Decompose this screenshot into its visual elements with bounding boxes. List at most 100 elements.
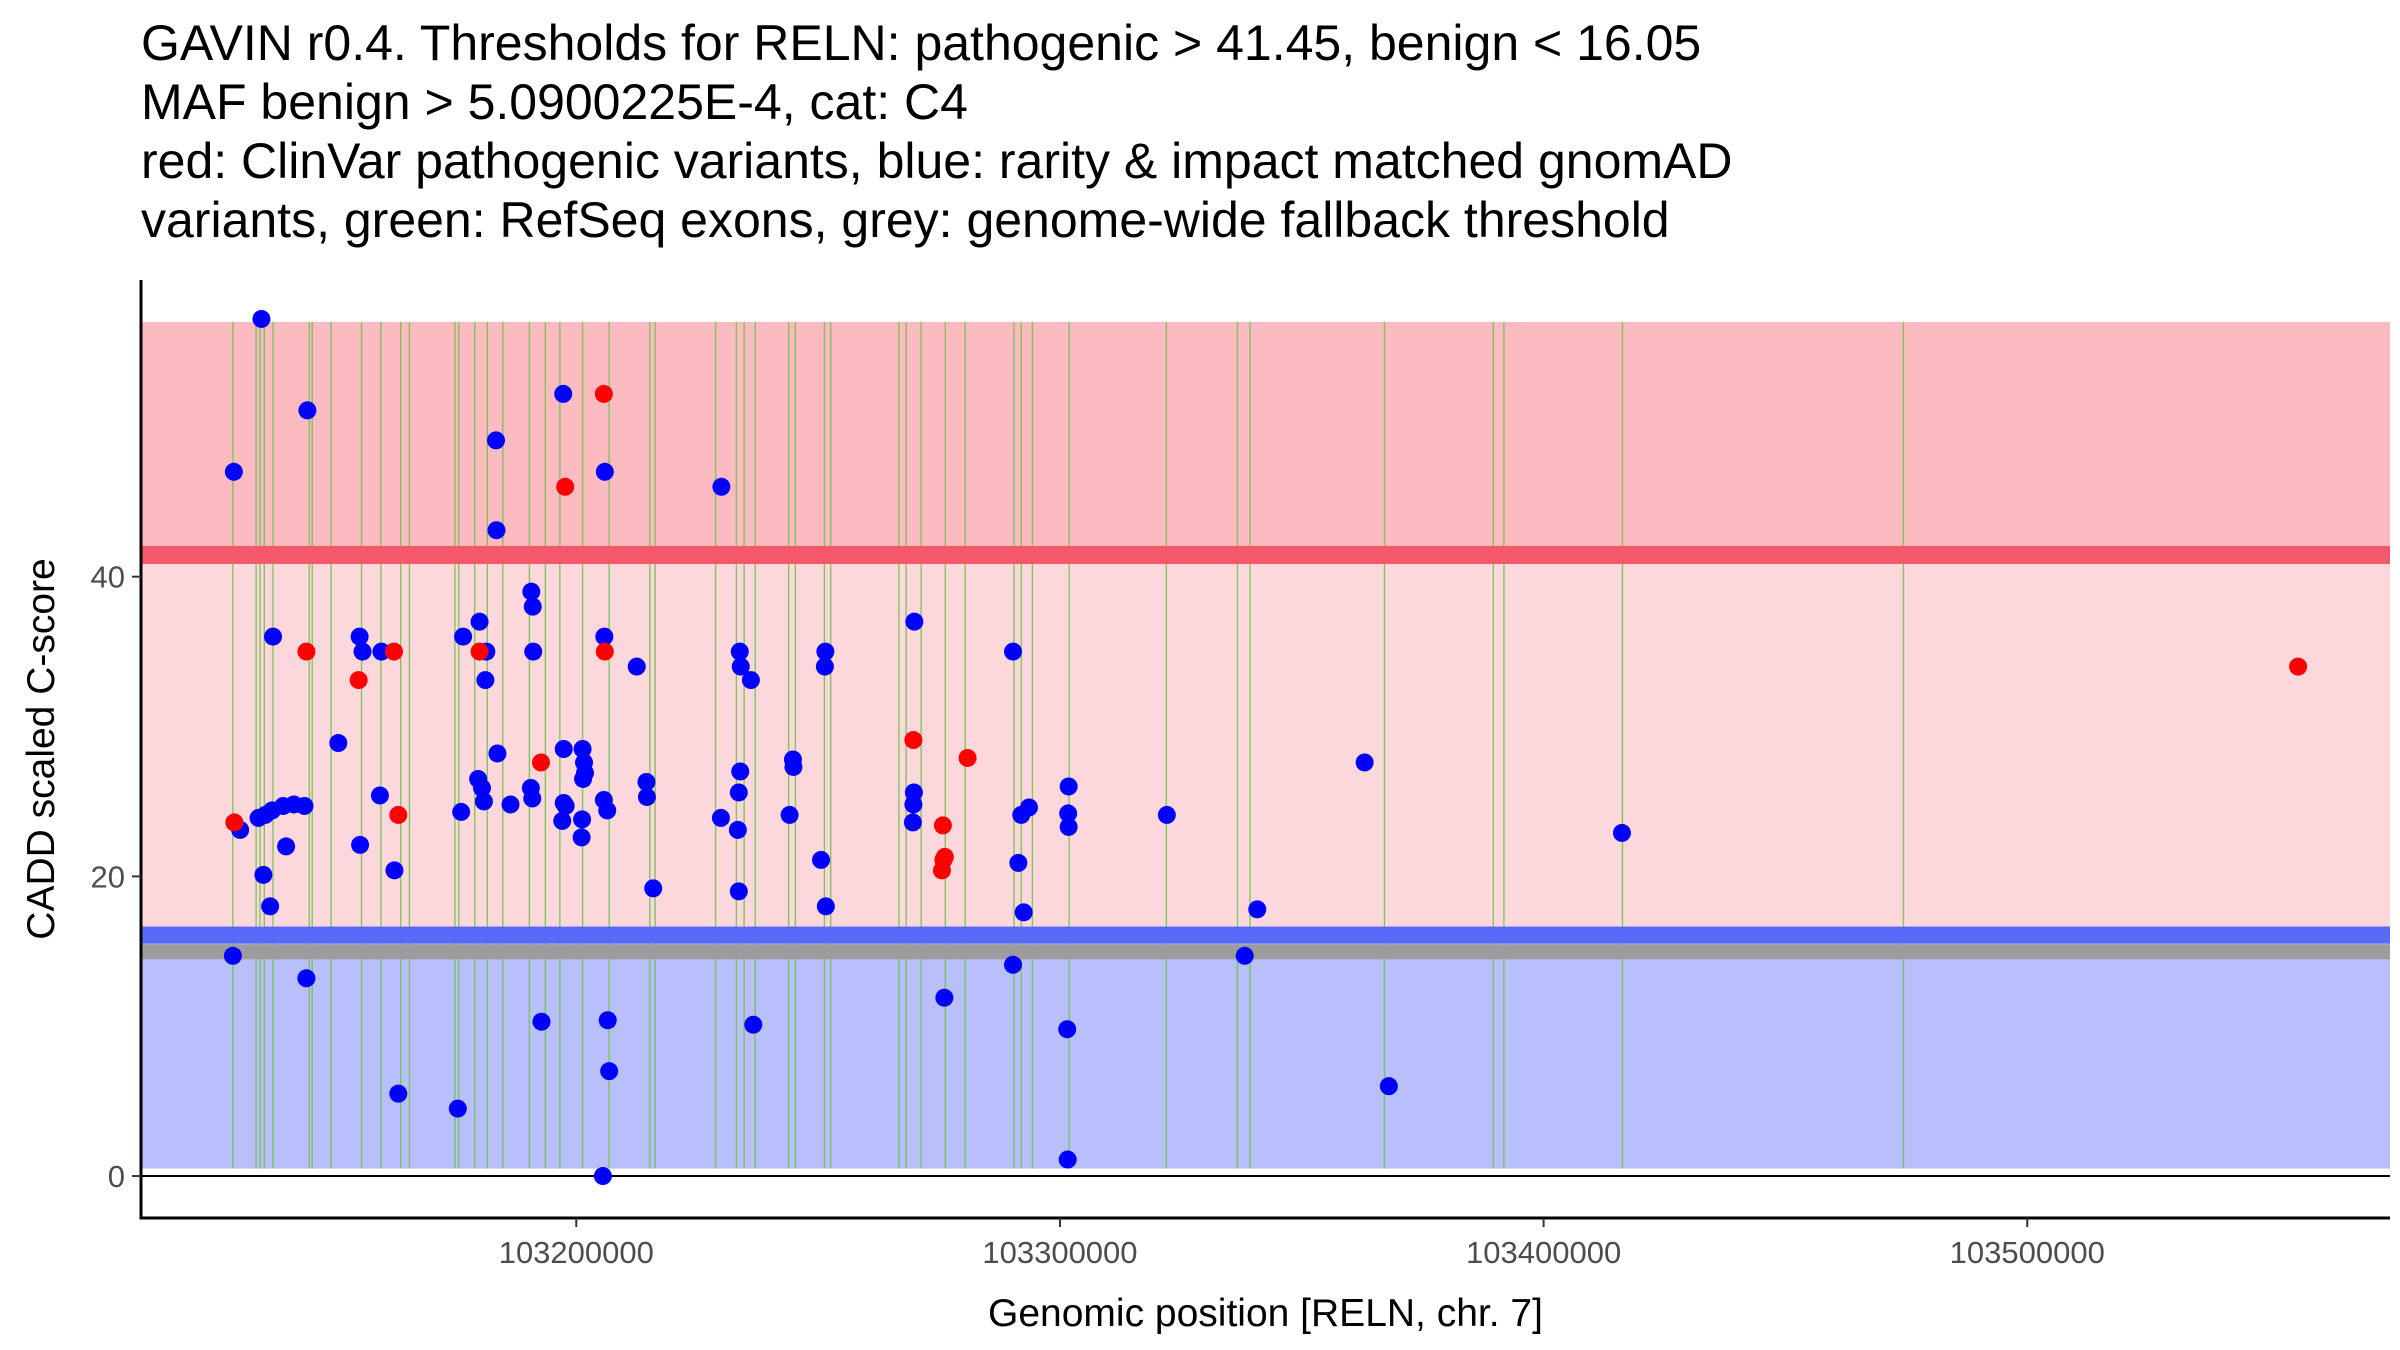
gnomad-point bbox=[741, 671, 760, 690]
clinvar-point bbox=[384, 642, 403, 661]
gnomad-point bbox=[524, 642, 543, 661]
gnomad-point bbox=[1004, 642, 1023, 661]
axes: 0 20 40 103200000 103300000 103400000 10350000… bbox=[91, 280, 2390, 1270]
gnomad-point bbox=[554, 384, 573, 403]
gnomad-point bbox=[598, 801, 617, 820]
gnomad-point bbox=[448, 1099, 467, 1118]
gnomad-point bbox=[816, 642, 835, 661]
gnomad-point bbox=[595, 462, 614, 481]
gnomad-point bbox=[711, 808, 730, 827]
clinvar-point bbox=[935, 847, 954, 866]
gnomad-point bbox=[298, 401, 317, 420]
gnomad-point bbox=[1004, 955, 1023, 974]
gnomad-point bbox=[474, 792, 493, 811]
gnomad-point bbox=[488, 744, 507, 763]
clinvar-points bbox=[225, 384, 2308, 880]
clinvar-point bbox=[2289, 657, 2308, 676]
gnomad-point bbox=[637, 787, 656, 806]
gnomad-point bbox=[627, 657, 646, 676]
exon-lines bbox=[232, 321, 1905, 1169]
clinvar-point bbox=[470, 642, 489, 661]
clinvar-point bbox=[595, 642, 614, 661]
gnomad-points bbox=[223, 309, 1631, 1186]
clinvar-point bbox=[933, 816, 952, 835]
gnomad-point bbox=[637, 772, 656, 791]
chart-title: GAVIN r0.4. Thresholds for RELN: pathoge… bbox=[141, 14, 1732, 250]
gnomad-point bbox=[353, 642, 372, 661]
gnomad-point bbox=[523, 597, 542, 616]
gnomad-point bbox=[600, 1062, 619, 1081]
gnomad-point bbox=[1379, 1077, 1398, 1096]
gnomad-point bbox=[904, 795, 923, 814]
gnomad-point bbox=[1059, 817, 1078, 836]
title-line: MAF benign > 5.0900225E-4, cat: C4 bbox=[141, 74, 968, 130]
gnomad-point bbox=[329, 734, 348, 753]
gnomad-point bbox=[472, 778, 491, 797]
gnomad-point bbox=[1014, 903, 1033, 922]
gnomad-point bbox=[1059, 777, 1078, 796]
gnomad-point bbox=[1058, 1150, 1077, 1169]
gnomad-point bbox=[1235, 946, 1254, 965]
gnomad-point bbox=[522, 582, 541, 601]
gnomad-point bbox=[370, 786, 389, 805]
gnomad-point bbox=[532, 1012, 551, 1031]
gnomad-point bbox=[1355, 753, 1374, 772]
gnomad-point bbox=[731, 762, 750, 781]
title-line: variants, green: RefSeq exons, grey: gen… bbox=[141, 192, 1670, 248]
gnomad-point bbox=[574, 769, 593, 788]
clinvar-point bbox=[297, 642, 316, 661]
gnomad-point bbox=[223, 946, 242, 965]
gnomad-point bbox=[1157, 805, 1176, 824]
clinvar-point bbox=[556, 477, 575, 496]
gnomad-point bbox=[452, 802, 471, 821]
threshold-lines bbox=[142, 545, 2390, 960]
gnomad-point bbox=[553, 811, 572, 830]
gnomad-point bbox=[784, 757, 803, 776]
gnomad-point bbox=[935, 988, 954, 1007]
gnomad-point bbox=[729, 783, 748, 802]
fallback-threshold-line bbox=[142, 944, 2390, 960]
gnomad-point bbox=[254, 865, 273, 884]
gnomad-point bbox=[385, 861, 404, 880]
gnomad-point bbox=[224, 462, 243, 481]
y-axis-label: CADD scaled C-score bbox=[20, 558, 63, 939]
gnomad-point bbox=[595, 627, 614, 646]
gnomad-point bbox=[389, 1084, 408, 1103]
clinvar-point bbox=[389, 805, 408, 824]
clinvar-point bbox=[932, 861, 951, 880]
clinvar-point bbox=[531, 753, 550, 772]
gnomad-point bbox=[1612, 823, 1631, 842]
gnomad-point bbox=[598, 1011, 617, 1030]
gnomad-point bbox=[573, 810, 592, 829]
gnomad-point bbox=[1058, 1020, 1077, 1039]
middle-band bbox=[142, 554, 2390, 936]
x-tick-label: 103500000 bbox=[1950, 1235, 2105, 1270]
clinvar-point bbox=[349, 671, 368, 690]
gnomad-point bbox=[554, 740, 573, 758]
gnomad-point bbox=[905, 612, 924, 631]
gnomad-point bbox=[351, 835, 370, 854]
clinvar-point bbox=[225, 813, 244, 832]
y-tick-label: 0 bbox=[108, 1159, 125, 1194]
clinvar-point bbox=[904, 731, 923, 750]
gnomad-point bbox=[476, 671, 495, 690]
gnomad-point bbox=[731, 657, 750, 676]
pathogenic-band bbox=[142, 321, 2390, 555]
gnomad-point bbox=[730, 642, 749, 661]
gnomad-point bbox=[1248, 900, 1267, 919]
benign-threshold-line bbox=[142, 926, 2390, 944]
gnomad-point bbox=[487, 521, 506, 540]
gnomad-point bbox=[812, 850, 831, 869]
gnomad-point bbox=[501, 795, 520, 814]
gnomad-point bbox=[487, 431, 506, 450]
gnomad-point bbox=[454, 627, 473, 646]
x-tick-label: 103400000 bbox=[1466, 1235, 1621, 1270]
x-tick-label: 103300000 bbox=[982, 1235, 1137, 1270]
gnomad-point bbox=[644, 879, 663, 898]
gnomad-point bbox=[350, 627, 369, 646]
x-axis-label: Genomic position [RELN, chr. 7] bbox=[988, 1292, 1543, 1335]
gnomad-point bbox=[556, 796, 575, 815]
y-tick-label: 20 bbox=[91, 859, 125, 894]
gnomad-point bbox=[572, 828, 591, 847]
